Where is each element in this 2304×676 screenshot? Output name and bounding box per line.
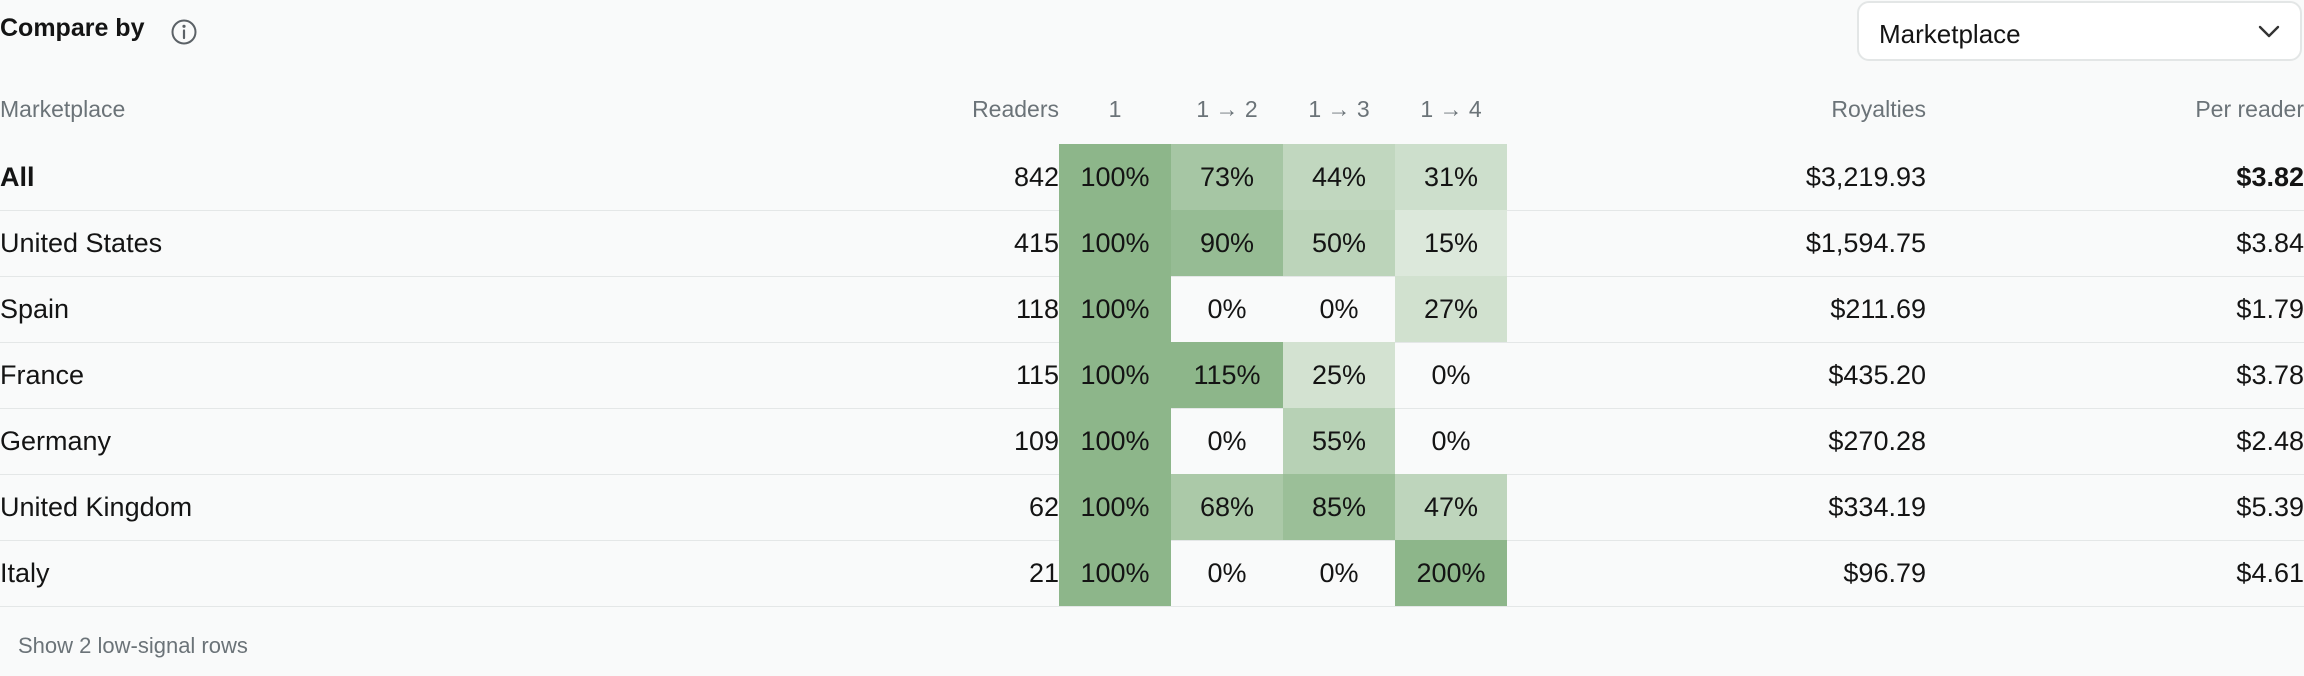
retention-cell: 68% [1171, 474, 1283, 540]
retention-cell: 50% [1283, 210, 1395, 276]
retention-cell: 100% [1059, 540, 1171, 606]
header-retention-1[interactable]: 1 [1108, 96, 1122, 122]
retention-cell: 55% [1283, 408, 1395, 474]
chevron-down-icon [2258, 25, 2280, 38]
marketplace-name: United States [0, 228, 163, 258]
table-row[interactable]: France 115 100% 115% 25% 0% $435.20 $3.78 [0, 342, 2304, 409]
marketplace-name: Spain [0, 294, 70, 324]
table-row[interactable]: United States 415 100% 90% 50% 15% $1,594.75 $3… [0, 210, 2304, 277]
readers-count: 62 [1028, 492, 1059, 522]
info-icon[interactable] [170, 18, 198, 46]
marketplace-name: Italy [0, 558, 50, 588]
retention-cell: 47% [1395, 474, 1507, 540]
header-retention-1-4[interactable]: 1 → 4 [1420, 96, 1482, 122]
retention-cell: 27% [1395, 276, 1507, 342]
header-readers[interactable]: Readers [972, 96, 1059, 122]
per-reader-value: $4.61 [2236, 558, 2304, 588]
table-row[interactable]: Germany 109 100% 0% 55% 0% $270.28 $2.48 [0, 408, 2304, 475]
retention-cell: 200% [1395, 540, 1507, 606]
retention-cell: 73% [1171, 144, 1283, 210]
header-marketplace[interactable]: Marketplace [0, 96, 126, 122]
per-reader-value: $3.84 [2236, 228, 2304, 258]
retention-cell: 31% [1395, 144, 1507, 210]
marketplace-name: Germany [0, 426, 112, 456]
retention-cell: 90% [1171, 210, 1283, 276]
retention-cell: 0% [1207, 294, 1247, 324]
readers-count: 109 [1013, 426, 1059, 456]
retention-cell: 100% [1059, 408, 1171, 474]
royalties-value: $334.19 [1828, 492, 1926, 522]
readers-count: 21 [1028, 558, 1059, 588]
marketplace-name: United Kingdom [0, 492, 193, 522]
table-row[interactable]: Spain 118 100% 0% 0% 27% $211.69 $1.79 [0, 276, 2304, 343]
table-row[interactable]: Italy 21 100% 0% 0% 200% $96.79 $4.61 [0, 540, 2304, 607]
per-reader-value: $1.79 [2236, 294, 2304, 324]
retention-cell: 115% [1171, 342, 1283, 408]
royalties-value: $211.69 [1830, 294, 1926, 324]
retention-cell: 100% [1059, 474, 1171, 540]
per-reader-value: $3.82 [2236, 162, 2304, 192]
table-row[interactable]: United Kingdom 62 100% 68% 85% 47% $334.19 $5.3… [0, 474, 2304, 541]
retention-cell: 15% [1395, 210, 1507, 276]
royalties-value: $270.28 [1828, 426, 1926, 456]
retention-cell: 100% [1059, 210, 1171, 276]
readers-count: 842 [1013, 162, 1059, 192]
retention-cell: 25% [1283, 342, 1395, 408]
royalties-value: $1,594.75 [1805, 228, 1926, 258]
compare-by-selected-value: Marketplace [1879, 19, 2021, 49]
retention-cell: 44% [1283, 144, 1395, 210]
retention-cell: 0% [1319, 294, 1359, 324]
header-retention-1-3[interactable]: 1 → 3 [1308, 96, 1370, 122]
retention-cell: 0% [1431, 360, 1471, 390]
retention-cell: 0% [1207, 558, 1247, 588]
retention-cell: 0% [1431, 426, 1471, 456]
table-row[interactable]: All 842 100% 73% 44% 31% $3,219.93 $3.82 [0, 144, 2304, 211]
retention-cell: 0% [1207, 426, 1247, 456]
per-reader-value: $3.78 [2236, 360, 2304, 390]
compare-by-label: Compare by [0, 14, 145, 42]
marketplace-name: France [0, 360, 85, 390]
marketplace-name: All [0, 162, 35, 192]
compare-toolbar: Compare by Marketplace [0, 0, 2304, 64]
retention-cell: 100% [1059, 342, 1171, 408]
retention-cell: 85% [1283, 474, 1395, 540]
retention-cell: 0% [1319, 558, 1359, 588]
royalties-value: $96.79 [1843, 558, 1926, 588]
readers-count: 115 [1015, 360, 1059, 390]
per-reader-value: $2.48 [2236, 426, 2304, 456]
header-retention-1-2[interactable]: 1 → 2 [1196, 96, 1258, 122]
royalties-value: $435.20 [1828, 360, 1926, 390]
retention-cell: 100% [1059, 144, 1171, 210]
per-reader-value: $5.39 [2236, 492, 2304, 522]
retention-cell: 100% [1059, 276, 1171, 342]
show-low-signal-rows-link[interactable]: Show 2 low-signal rows [18, 633, 248, 658]
royalties-value: $3,219.93 [1805, 162, 1926, 192]
header-per-reader[interactable]: Per reader [2195, 96, 2304, 122]
readers-count: 118 [1015, 294, 1059, 324]
readers-count: 415 [1013, 228, 1059, 258]
header-royalties[interactable]: Royalties [1831, 96, 1926, 122]
compare-by-select[interactable]: Marketplace [1857, 1, 2302, 61]
